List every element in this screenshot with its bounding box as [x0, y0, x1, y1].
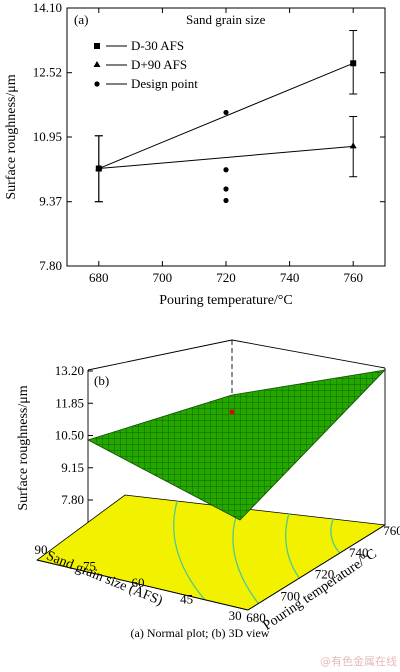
z-tick-label: 13.20 — [55, 363, 84, 378]
legend-title: Sand grain size — [186, 12, 266, 27]
legend-label-design: Design point — [131, 76, 198, 91]
z-tick-label: 11.85 — [55, 395, 84, 410]
x-tick-label-a: 740 — [280, 270, 300, 285]
y-axis-label-a: Surface roughness/μm — [4, 74, 19, 199]
design-point — [223, 167, 229, 173]
grain-size-tick-label: 75 — [83, 559, 96, 574]
panel-label-b: (b) — [94, 373, 109, 388]
surface-mesh — [86, 369, 387, 521]
watermark: @有色金属在线 — [320, 654, 397, 668]
temperature-tick-label: 740 — [349, 545, 369, 560]
design-point — [223, 109, 229, 116]
x-tick-label-a: 700 — [153, 270, 173, 285]
z-axis-ticks-b: 7.80 9.15 10.50 11.85 13.20 — [55, 363, 93, 507]
legend-marker-circle — [94, 81, 100, 87]
grain-size-tick-label: 30 — [229, 608, 242, 623]
data-point-triangle — [349, 142, 357, 149]
floor-front-edge — [36, 559, 249, 611]
y-tick-label-a: 14.10 — [33, 0, 62, 15]
x-axis-label-a: Pouring temperature/°C — [159, 293, 293, 308]
panel-label-a: (a) — [74, 12, 88, 27]
series-group-a — [94, 30, 358, 204]
z-tick-label: 7.80 — [61, 492, 84, 507]
legend-marker-triangle — [93, 61, 101, 67]
data-point-square — [350, 60, 357, 67]
floor-right-edge — [247, 524, 386, 611]
grain-size-ticks-b: 30 45 60 75 90 — [35, 542, 242, 623]
x-tick-label-a: 720 — [216, 270, 236, 285]
figure-caption: (a) Normal plot; (b) 3D view — [131, 626, 270, 640]
x-tick-label-a: 680 — [89, 270, 109, 285]
x-tick-label-a: 760 — [343, 270, 363, 285]
plot-frame-a — [66, 7, 386, 267]
contour-line — [173, 497, 206, 601]
legend-label-d30: D-30 AFS — [131, 38, 184, 53]
series-line — [98, 145, 354, 170]
series-line — [98, 62, 354, 169]
y-tick-label-a: 12.52 — [33, 65, 62, 80]
design-point-marker — [229, 409, 235, 415]
temperature-ticks-b: 680 700 720 740 760 — [246, 523, 400, 625]
grain-size-tick-label: 60 — [132, 575, 145, 590]
grain-size-tick-label: 45 — [180, 592, 193, 607]
legend: D-30 AFS D+90 AFS Design point — [93, 38, 198, 91]
panel-b: 7.80 9.15 10.50 11.85 13.20 30 45 60 75 90 680 70… — [16, 339, 400, 634]
temperature-tick-label: 680 — [246, 610, 266, 625]
temperature-tick-label: 700 — [281, 588, 301, 603]
legend-marker-square — [94, 43, 100, 49]
y-tick-label-a: 9.37 — [39, 194, 62, 209]
temperature-tick-label: 720 — [315, 567, 335, 582]
contour-floor — [36, 494, 387, 611]
y-axis-ticks-a: 7.80 9.37 10.95 12.52 14.10 — [33, 0, 385, 273]
y-tick-label-a: 10.95 — [33, 129, 62, 144]
z-tick-label: 9.15 — [61, 460, 84, 475]
design-point — [223, 197, 229, 204]
legend-label-d90: D+90 AFS — [131, 57, 187, 72]
y-tick-label-a: 7.80 — [39, 258, 62, 273]
floor-plane — [36, 494, 387, 611]
temperature-tick-label: 760 — [383, 523, 400, 538]
grain-size-tick-label: 90 — [35, 542, 48, 557]
x-axis-ticks-a: 680 700 720 740 760 — [89, 8, 363, 285]
z-tick-label: 10.50 — [55, 428, 84, 443]
design-point — [223, 186, 229, 192]
response-surface — [86, 369, 387, 521]
z-axis-label-b: Surface roughness/μm — [16, 385, 31, 510]
data-point-triangle — [95, 164, 103, 171]
